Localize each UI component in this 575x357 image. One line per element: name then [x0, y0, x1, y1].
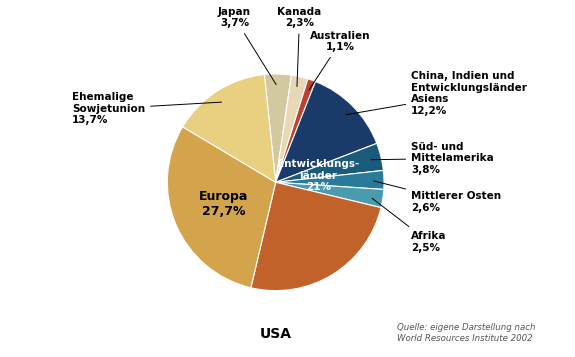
Text: Europa
27,7%: Europa 27,7%: [199, 190, 248, 218]
Wedge shape: [264, 74, 292, 182]
Wedge shape: [183, 75, 275, 182]
Wedge shape: [275, 79, 316, 182]
Wedge shape: [275, 75, 308, 182]
Text: Kanada
2,3%: Kanada 2,3%: [277, 7, 321, 86]
Text: USA: USA: [260, 327, 292, 341]
Wedge shape: [275, 170, 384, 190]
Wedge shape: [251, 182, 381, 291]
Text: Süd- und
Mittelamerika
3,8%: Süd- und Mittelamerika 3,8%: [371, 142, 494, 175]
Text: Afrika
2,5%: Afrika 2,5%: [372, 198, 447, 253]
Text: Entwicklungs-
länder
21%: Entwicklungs- länder 21%: [277, 159, 359, 192]
Text: Ehemalige
Sowjetunion
13,7%: Ehemalige Sowjetunion 13,7%: [72, 92, 221, 125]
Text: China, Indien und
Entwicklungsländer
Asiens
12,2%: China, Indien und Entwicklungsländer Asi…: [346, 71, 527, 116]
Text: Mittlerer Osten
2,6%: Mittlerer Osten 2,6%: [374, 181, 501, 212]
Text: Quelle: eigene Darstellung nach
World Resources Institute 2002: Quelle: eigene Darstellung nach World Re…: [397, 323, 535, 342]
Text: Australien
1,1%: Australien 1,1%: [309, 31, 371, 90]
Text: Japan
3,7%: Japan 3,7%: [218, 7, 276, 85]
Wedge shape: [275, 144, 384, 182]
Wedge shape: [275, 81, 377, 182]
Wedge shape: [167, 127, 275, 288]
Wedge shape: [275, 182, 384, 208]
